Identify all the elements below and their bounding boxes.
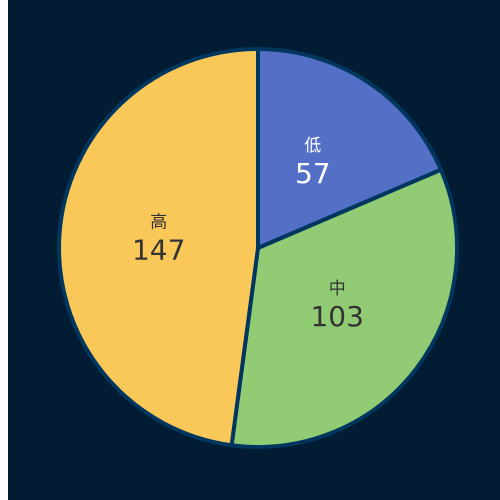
slice-label-value-1: 103 [310, 300, 363, 333]
slice-label-category-0: 低 [304, 136, 321, 156]
pie-slice-1[interactable] [229, 167, 459, 449]
pie-slice-2[interactable] [57, 47, 260, 448]
slice-label-category-1: 中 [329, 279, 346, 299]
slice-label-category-2: 高 [150, 212, 167, 232]
slice-label-value-0: 57 [295, 157, 331, 190]
slice-label-value-2: 147 [132, 233, 185, 266]
pie-slice-0[interactable] [256, 47, 443, 250]
